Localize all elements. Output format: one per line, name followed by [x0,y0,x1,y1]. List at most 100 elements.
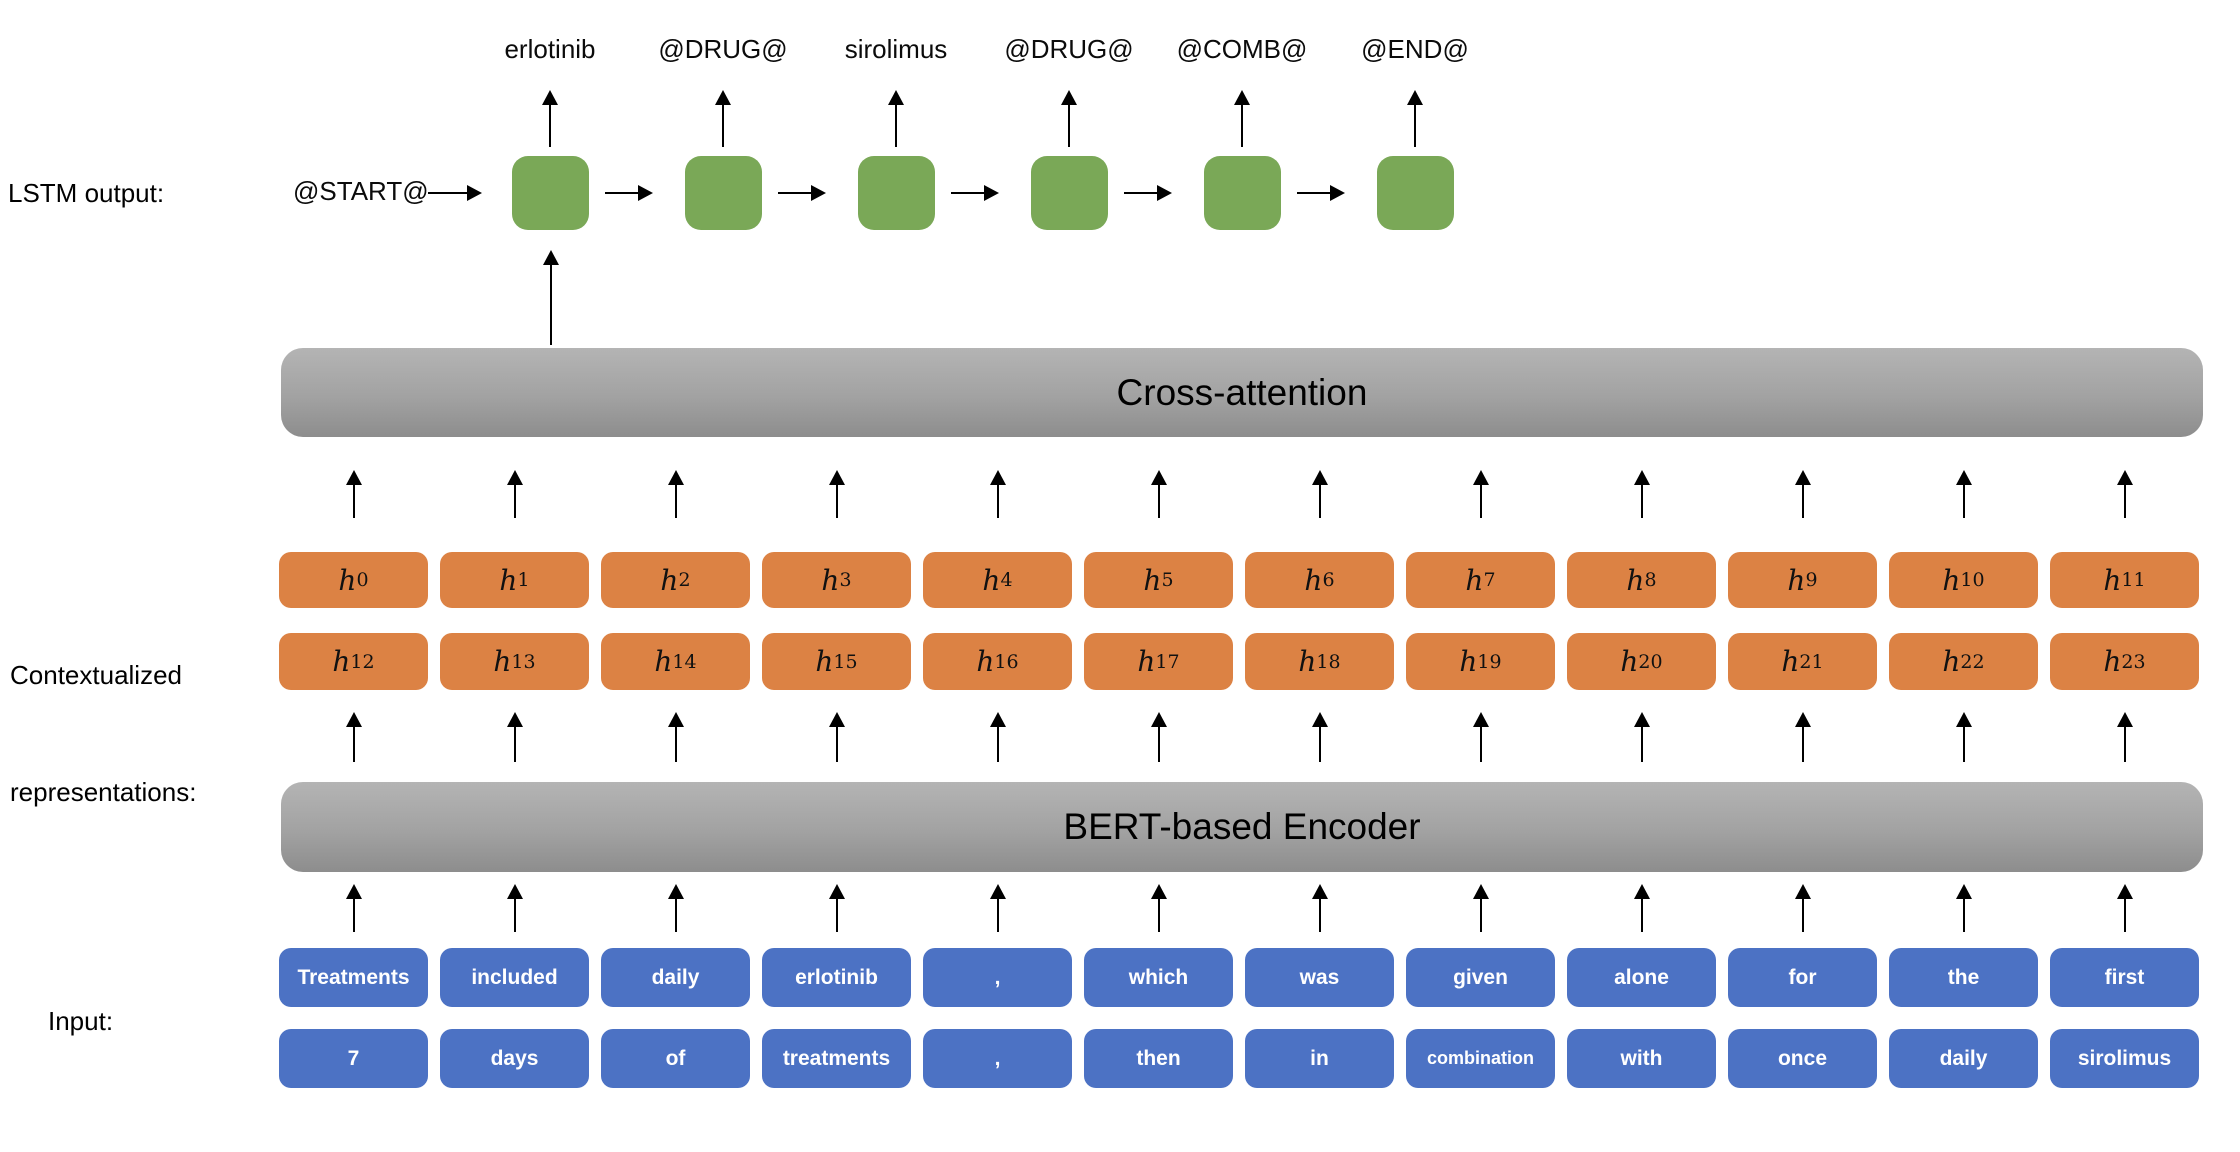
hidden-state-symbol: h [976,645,995,678]
input-to-encoder-arrow [1311,884,1328,932]
arrow-line [1318,723,1321,762]
hidden-to-attention-arrow [2116,470,2133,518]
contextualized-label-line1: Contextualized [10,660,182,690]
arrow-line [352,723,355,762]
arrow-head [1150,712,1167,727]
hidden-state-cell: h 14 [601,633,750,690]
contextualized-label-line2: representations: [10,777,197,807]
arrow-head [1150,884,1167,899]
arrow-cell [279,884,428,932]
arrow-line [1962,723,1965,762]
input-token-box: daily [1889,1029,2038,1088]
arrow-cell [2050,470,2199,518]
lstm-output-word-label: @DRUG@ [1004,34,1134,64]
lstm-cell [1030,156,1108,230]
input-token-box: erlotinib [762,948,911,1007]
arrow-head [1311,712,1328,727]
arrow-head [1234,90,1250,105]
hidden-state-box: h 23 [2050,633,2199,690]
encoder-to-hidden-arrow [1633,712,1650,762]
arrow-head [1633,470,1650,485]
lstm-output-word-label: @COMB@ [1176,34,1308,64]
hidden-state-box: h 17 [1084,633,1233,690]
arrow-cell [1889,470,2038,518]
hidden-state-symbol: h [2103,645,2122,678]
hidden-state-symbol: h [499,563,518,597]
lstm-cell [684,156,762,230]
input-to-encoder-arrow [828,884,845,932]
arrow-line [1241,101,1243,147]
hidden-state-symbol: h [1787,563,1806,597]
input-token-cell: included [440,948,589,1007]
input-token-cell: alone [1567,948,1716,1007]
lstm-output-word-label: @END@ [1361,34,1469,64]
arrow-head [506,884,523,899]
lstm-to-word-arrow [542,90,558,147]
hidden-state-symbol: h [1781,645,1800,678]
arrow-head [1955,712,1972,727]
input-token-box: which [1084,948,1233,1007]
arrow-cell [1406,470,1555,518]
hidden-state-cell: h 20 [1567,633,1716,690]
arrow-line [1479,723,1482,762]
arrow-cell [762,470,911,518]
arrow-line [674,481,677,518]
bert-encoder-bar: BERT-based Encoder [281,782,2203,872]
arrow-head [2116,470,2133,485]
input-token-cell: with [1567,1029,1716,1088]
encoder-to-hidden-arrow [1311,712,1328,762]
lstm-output-word-label: sirolimus [844,34,948,64]
arrow-cell [1406,712,1555,762]
arrow-line [996,723,999,762]
arrow-head [984,185,999,201]
arrow-head [667,470,684,485]
hidden-state-cell: h 11 [2050,552,2199,608]
arrow-cell [1889,884,2038,932]
arrow-line [835,481,838,518]
encoder-to-hidden-arrow [506,712,523,762]
encoder-to-hidden-arrow [1472,712,1489,762]
input-section-label: Input: [48,1006,114,1036]
input-to-encoder-arrow [667,884,684,932]
arrow-head [888,90,904,105]
input-token-cell: the [1889,948,2038,1007]
encoder-to-hidden-arrow [1955,712,1972,762]
arrow-line [352,481,355,518]
bert-encoder-title: BERT-based Encoder [1063,806,1421,847]
input-token-cell: given [1406,948,1555,1007]
encoder-to-hidden-arrow [345,712,362,762]
arrow-head [638,185,653,201]
arrow-line [895,101,897,147]
hidden-state-symbol: h [338,563,357,597]
input-token-box: the [1889,948,2038,1007]
input-token-cell: , [923,948,1072,1007]
input-token-box: once [1728,1029,1877,1088]
arrow-head [2116,884,2133,899]
input-token-row-1: Treatments included daily erlotinib, which wa… [279,948,2199,1007]
arrow-cell [923,712,1072,762]
arrow-row-encoder-to-hidden [279,712,2199,762]
hidden-to-attention-arrow [506,470,523,518]
arrow-head [2116,712,2133,727]
attention-to-lstm-arrow [543,250,559,345]
input-to-encoder-arrow [989,884,1006,932]
arrow-cell [601,470,750,518]
input-token-row-2: 7 days of treatments, then in combination with o… [279,1029,2199,1088]
arrow-cell [1567,470,1716,518]
hidden-state-row-2: h 12 h 13 h 14 h 15 h 16 h 17 h 18 h 19 h 20 h 21 h 22 h 23 [279,633,2199,690]
arrow-head [1955,470,1972,485]
arrow-head [989,470,1006,485]
lstm-output-section-label: LSTM output: [8,178,165,208]
input-token-box: days [440,1029,589,1088]
encoder-to-hidden-arrow [989,712,1006,762]
arrow-head [1407,90,1423,105]
arrow-row-hidden-to-attention [279,470,2199,518]
